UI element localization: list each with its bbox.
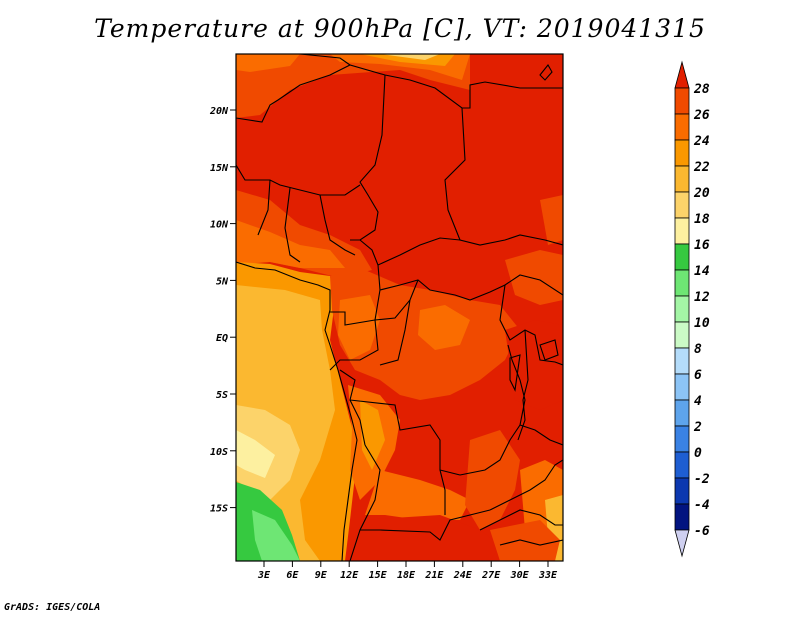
lon-tick-label: 18E [397, 570, 416, 581]
lat-tick-label: 20N [209, 106, 229, 117]
colorbar-segment [674, 217, 690, 245]
lon-tick-label: 33E [538, 570, 558, 581]
colorbar-label: 6 [694, 368, 702, 383]
lon-tick-label: 9E [315, 570, 328, 581]
colorbar-label: 4 [694, 394, 702, 409]
lon-tick-label: 3E [257, 570, 271, 581]
lon-tick-label: 30E [510, 570, 530, 581]
temperature-field [236, 54, 563, 561]
lon-tick-label: 15E [369, 570, 388, 581]
lon-tick-label: 24E [453, 570, 473, 581]
grads-credit: GrADS: IGES/COLA [4, 602, 101, 613]
colorbar-segment [674, 87, 690, 115]
colorbar-segment [674, 425, 690, 453]
map-frame [235, 53, 564, 562]
colorbar-label: 10 [694, 316, 710, 331]
colorbar-label: 2 [693, 420, 702, 435]
colorbar-segment [674, 113, 690, 141]
colorbar-label: 28 [693, 82, 710, 97]
colorbar-label: 24 [693, 134, 710, 149]
colorbar-segment [674, 191, 690, 219]
colorbar-segment [674, 451, 690, 479]
colorbar-bottom-arrow [674, 529, 690, 558]
lon-tick-label: 12E [340, 570, 359, 581]
colorbar-segment [674, 243, 690, 271]
colorbar-top-arrow [674, 60, 690, 89]
lon-tick-label: 21E [424, 570, 444, 581]
lat-tick-label: 5S [216, 390, 228, 401]
lat-tick-label: 15S [210, 504, 228, 515]
lat-tick-label: 10S [210, 447, 228, 458]
colorbar-label: 14 [694, 264, 710, 279]
colorbar-label: -2 [694, 472, 710, 487]
latitude-axis: 20N 15N 10N 5N EQ 5S 10S 15S [209, 106, 236, 515]
colorbar-label: -6 [694, 524, 710, 539]
colorbar-label: 12 [694, 290, 710, 305]
colorbar-segment [674, 295, 690, 323]
colorbar-label: 26 [693, 108, 710, 123]
colorbar-segment [674, 139, 690, 167]
colorbar-label: 8 [694, 342, 702, 357]
colorbar-label: 16 [694, 238, 710, 253]
longitude-axis: 3E 6E 9E 12E 15E 18E 21E 24E 27E 30E 33E [257, 561, 558, 581]
map-title: Temperature at 900hPa [C], VT: 201904131… [94, 14, 706, 43]
colorbar-label: -4 [694, 498, 710, 513]
colorbar-label: 20 [693, 186, 710, 201]
colorbar-label: 18 [694, 212, 710, 227]
country-borders [236, 54, 563, 561]
colorbar-segment [674, 477, 690, 505]
colorbar-segment [674, 503, 690, 531]
lat-tick-label: 10N [210, 220, 229, 231]
lat-tick-label: EQ [216, 333, 228, 344]
lon-tick-label: 6E [286, 570, 299, 581]
colorbar-segment [674, 347, 690, 375]
colorbar-label: 22 [693, 160, 710, 175]
lat-tick-label: 15N [210, 163, 229, 174]
colorbar-segment [674, 269, 690, 297]
lat-tick-label: 5N [216, 276, 229, 287]
colorbar-label: 0 [694, 446, 702, 461]
lon-tick-label: 27E [481, 570, 501, 581]
colorbar-segment [674, 165, 690, 193]
colorbar-segment [674, 399, 690, 427]
colorbar-segment [674, 321, 690, 349]
colorbar-segment [674, 373, 690, 401]
